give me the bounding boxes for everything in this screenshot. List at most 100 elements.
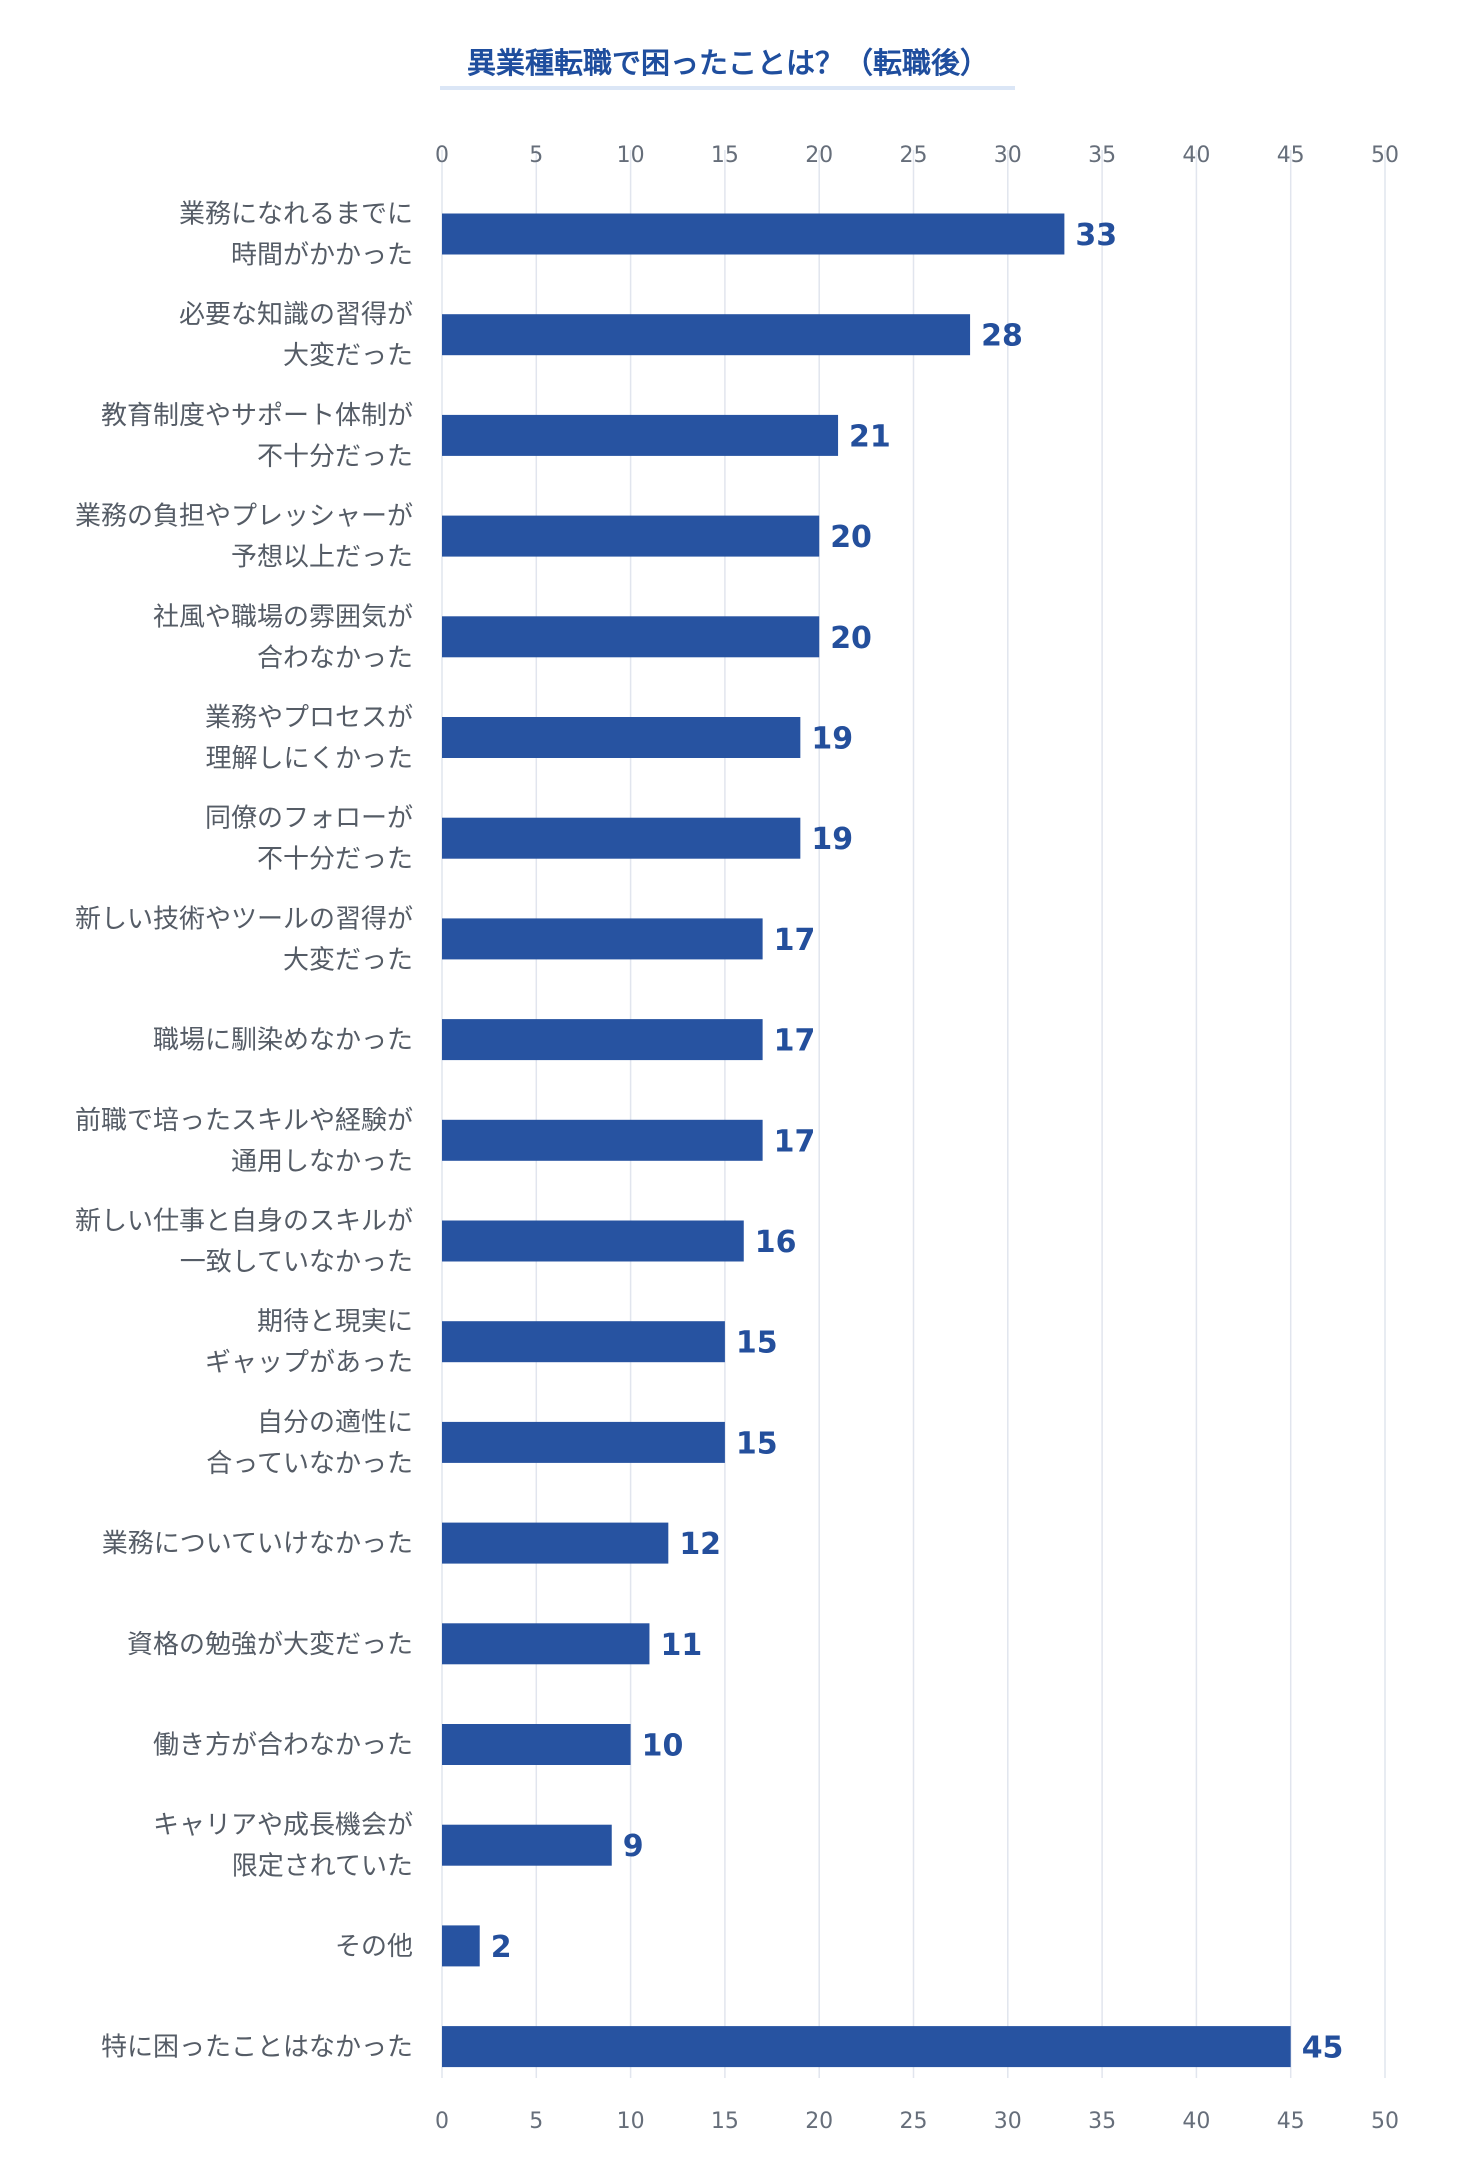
x-tick-label-top: 20 — [805, 143, 833, 168]
category-label: 不十分だった — [257, 845, 413, 875]
category-label: 業務やプロセスが — [205, 703, 413, 733]
x-tick-label-bottom: 35 — [1088, 2109, 1116, 2134]
x-tick-label-top: 45 — [1277, 143, 1305, 168]
category-label: 働き方が合わなかった — [153, 1731, 413, 1761]
value-label: 15 — [736, 1326, 778, 1361]
x-tick-label-top: 40 — [1182, 143, 1210, 168]
category-label: 通用しなかった — [231, 1147, 413, 1177]
value-label: 11 — [660, 1628, 702, 1663]
x-tick-label-top: 10 — [617, 143, 645, 168]
top-axis-ticks: 0 5 10 15 20 25 30 35 40 45 50 — [435, 143, 1399, 168]
bar — [442, 314, 971, 356]
bar — [442, 213, 1065, 255]
bar — [442, 817, 801, 859]
x-tick-label-bottom: 40 — [1182, 2109, 1210, 2134]
category-label: 時間がかかった — [231, 241, 413, 271]
bar — [442, 1220, 744, 1262]
x-tick-label-bottom: 45 — [1277, 2109, 1305, 2134]
value-labels: 33 28 21 20 20 19 19 17 17 17 16 15 15 12 11 10 9 2 45 — [491, 218, 1344, 2066]
bar — [442, 1724, 631, 1765]
value-label: 16 — [755, 1225, 797, 1260]
category-label: 同僚のフォローが — [205, 804, 413, 834]
bar — [442, 2026, 1291, 2068]
value-label: 28 — [981, 319, 1023, 354]
value-label: 19 — [811, 822, 853, 857]
value-label: 45 — [1302, 2031, 1344, 2066]
category-label: 一致していなかった — [180, 1248, 413, 1278]
x-tick-label-top: 5 — [529, 143, 543, 168]
bar — [442, 1321, 725, 1363]
x-tick-label-top: 30 — [994, 143, 1022, 168]
category-label: 職場に馴染めなかった — [153, 1026, 413, 1056]
category-label: 大変だった — [283, 945, 413, 975]
value-label: 17 — [774, 923, 816, 958]
bar — [442, 918, 763, 960]
value-label: 15 — [736, 1426, 778, 1461]
category-label: 理解しにくかった — [206, 744, 413, 774]
category-label: 必要な知識の習得が — [179, 300, 413, 330]
category-label: 自分の適性に — [257, 1408, 413, 1438]
value-label: 2 — [491, 1930, 512, 1965]
bar — [442, 1824, 612, 1866]
category-label: 教育制度やサポート体制が — [101, 401, 413, 431]
value-label: 33 — [1075, 218, 1117, 253]
x-tick-label-bottom: 0 — [435, 2109, 449, 2134]
bar — [442, 1925, 480, 1967]
x-tick-label-top: 0 — [435, 143, 449, 168]
x-tick-label-bottom: 5 — [529, 2109, 543, 2134]
x-tick-label-bottom: 20 — [805, 2109, 833, 2134]
bar — [442, 1421, 725, 1463]
category-label: キャリアや成長機会が — [153, 1811, 413, 1841]
bar — [442, 1623, 650, 1665]
value-label: 17 — [774, 1024, 816, 1059]
category-label: 資格の勉強が大変だった — [127, 1630, 413, 1660]
value-label: 9 — [623, 1829, 644, 1864]
category-label: 業務についていけなかった — [102, 1529, 413, 1559]
x-tick-label-bottom: 30 — [994, 2109, 1022, 2134]
category-label: 社風や職場の雰囲気が — [153, 602, 413, 632]
category-label: 大変だった — [283, 341, 413, 371]
bars — [442, 213, 1291, 2068]
x-tick-label-bottom: 15 — [711, 2109, 739, 2134]
x-tick-label-top: 25 — [900, 143, 928, 168]
bar — [442, 515, 820, 557]
category-label: その他 — [335, 1932, 413, 1962]
value-label: 21 — [849, 419, 891, 454]
category-label: 新しい技術やツールの習得が — [75, 904, 413, 934]
category-label: 特に困ったことはなかった — [101, 2033, 413, 2063]
category-label: 合っていなかった — [206, 1449, 413, 1479]
category-label: 不十分だった — [257, 442, 413, 472]
value-label: 10 — [642, 1729, 684, 1764]
category-labels: 業務になれるまでに時間がかかった必要な知識の習得が大変だった教育制度やサポート体… — [75, 200, 413, 2063]
grid-lines — [441, 150, 1386, 2078]
title-underline — [440, 86, 1015, 90]
category-label: 業務の負担やプレッシャーが — [75, 502, 413, 532]
category-label: 合わなかった — [257, 643, 413, 673]
x-tick-label-bottom: 50 — [1371, 2109, 1399, 2134]
value-label: 19 — [811, 722, 853, 757]
category-label: 前職で培ったスキルや経験が — [75, 1106, 413, 1136]
bottom-axis-ticks: 0 5 10 15 20 25 30 35 40 45 50 — [435, 2109, 1399, 2134]
x-tick-label-bottom: 25 — [900, 2109, 928, 2134]
category-label: 限定されていた — [232, 1852, 413, 1882]
x-tick-label-top: 50 — [1371, 143, 1399, 168]
bar — [442, 616, 820, 658]
category-label: ギャップがあった — [205, 1348, 413, 1378]
x-tick-label-bottom: 10 — [617, 2109, 645, 2134]
value-label: 17 — [774, 1124, 816, 1159]
category-label: 期待と現実に — [257, 1307, 413, 1337]
bar — [442, 1119, 763, 1161]
x-tick-label-top: 15 — [711, 143, 739, 168]
value-label: 20 — [830, 621, 872, 656]
bar — [442, 414, 839, 456]
category-label: 業務になれるまでに — [179, 200, 413, 230]
bar — [442, 1019, 763, 1061]
category-label: 新しい仕事と自身のスキルが — [75, 1207, 413, 1237]
chart-title: 異業種転職で困ったことは？（転職後） — [467, 46, 989, 80]
value-label: 20 — [830, 520, 872, 555]
value-label: 12 — [679, 1527, 721, 1562]
x-tick-label-top: 35 — [1088, 143, 1116, 168]
category-label: 予想以上だった — [231, 543, 413, 573]
bar — [442, 717, 801, 758]
